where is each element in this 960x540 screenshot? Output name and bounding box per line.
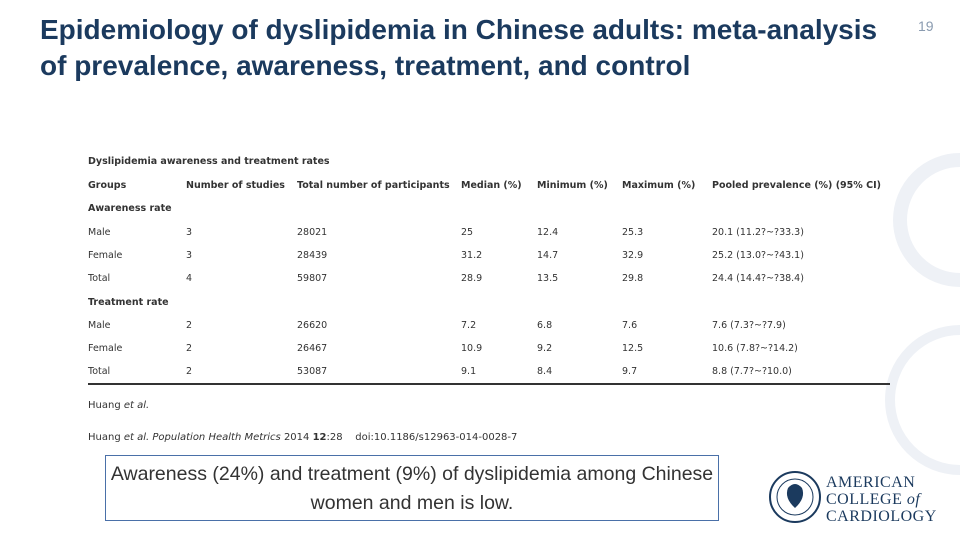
table-cell: 25.2 (13.0?~?43.1)	[712, 249, 804, 261]
table-cell: 28439	[297, 249, 328, 261]
table-cell: 25	[461, 226, 474, 238]
table-cell: 9.2	[537, 343, 553, 355]
header-cell: Minimum (%)	[537, 180, 608, 191]
table-cell: 10.9	[461, 343, 483, 355]
table-cell: 3	[186, 249, 193, 261]
table-cell: 7.6	[622, 319, 638, 331]
table-cell: 10.6 (7.8?~?14.2)	[712, 343, 798, 355]
table-cell: 9.7	[622, 366, 638, 378]
background-ornament	[885, 153, 960, 475]
table-cell: 20.1 (11.2?~?33.3)	[712, 226, 804, 238]
table-cell: 53087	[297, 366, 328, 378]
table-cell: 7.2	[461, 319, 477, 331]
slide-title: Epidemiology of dyslipidemia in Chinese …	[40, 14, 878, 81]
table-cell: 26467	[297, 343, 328, 355]
table-cell: 14.7	[537, 249, 559, 261]
slide-number: 19	[918, 18, 934, 34]
logo-seal	[769, 471, 821, 523]
table-cell: 9.1	[461, 366, 477, 378]
logo-text: AMERICAN COLLEGE of CARDIOLOGY	[826, 474, 937, 525]
citation-full: Huang et al. Population Health Metrics 2…	[88, 432, 518, 443]
table-cell: 2	[186, 319, 193, 331]
table-cell: 2	[186, 366, 193, 378]
table-cell: 2	[186, 343, 193, 355]
header-cell: Median (%)	[461, 180, 522, 191]
table-cell: 4	[186, 273, 193, 285]
table-cell: 12.5	[622, 343, 644, 355]
table-cell: 12.4	[537, 226, 559, 238]
table-cell: Total	[88, 366, 111, 378]
section-label: Treatment rate	[88, 296, 169, 308]
table-cell: Male	[88, 226, 111, 238]
table-cell: 8.8 (7.7?~?10.0)	[712, 366, 792, 378]
table-cell: Total	[88, 273, 111, 285]
header-cell: Total number of participants	[297, 180, 450, 191]
table-cell: 28.9	[461, 273, 483, 285]
citation-short: Huang et al.	[88, 400, 150, 411]
table-cell: 59807	[297, 273, 328, 285]
table-cell: Female	[88, 343, 123, 355]
table-cell: 25.3	[622, 226, 644, 238]
table-cell: 13.5	[537, 273, 559, 285]
table-cell: 24.4 (14.4?~?38.4)	[712, 273, 804, 285]
header-cell: Maximum (%)	[622, 180, 696, 191]
table-cell: Male	[88, 319, 111, 331]
table-cell: 6.8	[537, 319, 553, 331]
table-cell: 3	[186, 226, 193, 238]
table-rule	[88, 383, 890, 385]
header-cell: Number of studies	[186, 180, 285, 191]
table-cell: 8.4	[537, 366, 553, 378]
table-cell: 32.9	[622, 249, 644, 261]
callout-box: Awareness (24%) and treatment (9%) of dy…	[105, 455, 719, 521]
header-cell: Groups	[88, 180, 127, 191]
table-cell: 26620	[297, 319, 328, 331]
table-cell: 28021	[297, 226, 328, 238]
table-cell: 7.6 (7.3?~?7.9)	[712, 319, 786, 331]
header-cell: Pooled prevalence (%) (95% CI)	[712, 180, 881, 191]
table-cell: 31.2	[461, 249, 483, 261]
table-cell: Female	[88, 249, 123, 261]
section-label: Awareness rate	[88, 203, 172, 215]
table-cell: 29.8	[622, 273, 644, 285]
table-caption: Dyslipidemia awareness and treatment rat…	[88, 156, 330, 167]
